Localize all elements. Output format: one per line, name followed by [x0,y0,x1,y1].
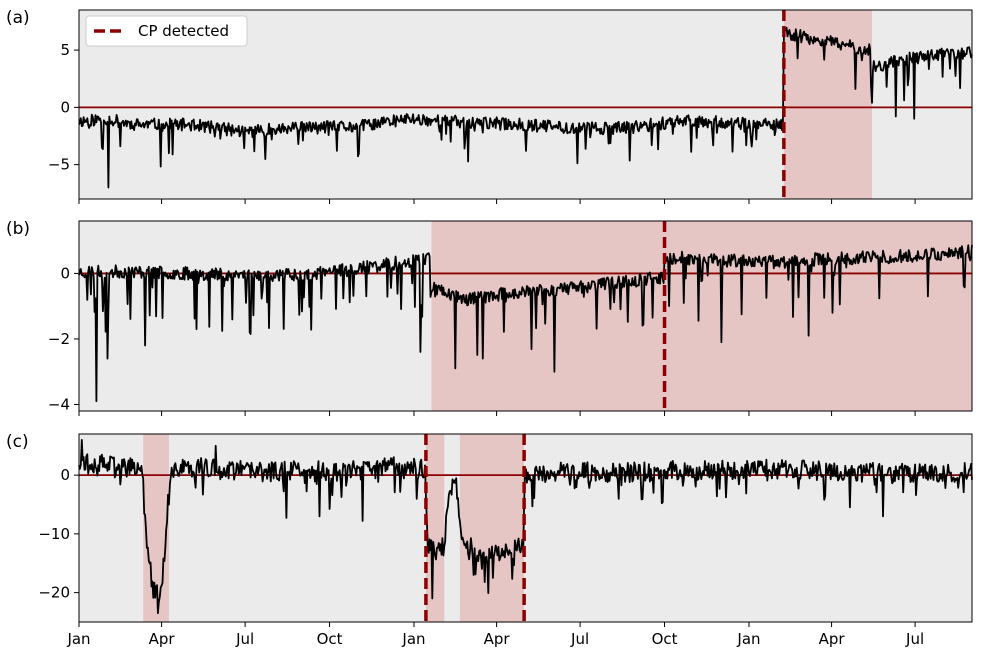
x-tick-label: Jul [570,630,589,648]
plot-frame [78,433,973,623]
y-tick-label: 5 [60,41,70,59]
shaded-region-3 [459,434,525,622]
panel-label: (b) [6,219,30,239]
y-tick-label: −2 [48,330,70,348]
y-tick-label: −20 [38,584,70,602]
x-tick-label: Jan [736,630,760,648]
shaded-region-2 [425,434,445,622]
y-tick-label: −4 [48,395,70,413]
panel-2: −4 −2 0 (b) [6,219,973,416]
shaded-region-1 [431,221,972,411]
x-tick-label: Jul [235,630,254,648]
panel-3: −20 −10 0 Jan Apr Jul Oct Jan Apr Jul Oct Jan Apr Jul… [6,432,973,648]
x-tick-label: Apr [819,630,846,648]
x-tick-label: Jan [66,630,90,648]
x-tick-label: Apr [484,630,511,648]
plot-frame [78,9,973,200]
x-tick-label: Jan [401,630,425,648]
y-tick-label: −10 [38,525,70,543]
y-tick-label: 0 [60,466,70,484]
x-tick-label: Apr [149,630,176,648]
x-tick-label: Oct [317,630,343,648]
series-line [78,26,973,189]
legend: CP detected [85,15,248,47]
x-tick-label: Oct [652,630,678,648]
y-tick-label: 0 [60,264,70,282]
plot-frame [78,220,973,412]
x-tick-label: Jul [905,630,924,648]
y-tick-label: 0 [60,98,70,116]
panel-label: (c) [6,432,29,452]
legend-box [85,15,248,47]
y-tick-label: −5 [48,156,70,174]
series-line [78,244,973,403]
legend-label: CP detected [138,22,229,40]
panel-label: (a) [6,8,30,28]
